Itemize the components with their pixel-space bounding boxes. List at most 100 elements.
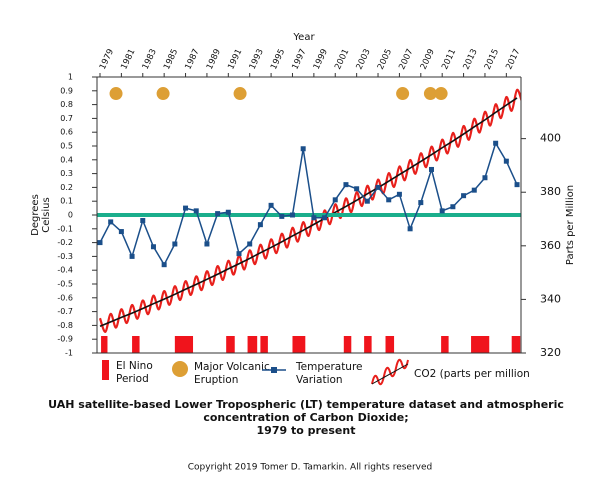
temperature-point xyxy=(439,208,445,214)
y-tick-label: 0.8 xyxy=(60,100,73,109)
temperature-point xyxy=(311,215,317,221)
el-nino-bar xyxy=(292,336,306,353)
chart-title: UAH satellite-based Lower Tropospheric (… xyxy=(48,398,564,411)
volcano-marker xyxy=(423,87,437,101)
x-tick-label: 1987 xyxy=(183,47,201,71)
temperature-point xyxy=(108,219,114,225)
temperature-point xyxy=(332,197,338,203)
x-tick-label: 2015 xyxy=(483,47,501,71)
temperature-point xyxy=(225,209,231,215)
y2-tick-label: 360 xyxy=(540,239,561,252)
temperature-point xyxy=(493,140,499,146)
el-nino-bar xyxy=(226,336,235,353)
x-tick-label: 1983 xyxy=(141,47,159,71)
temperature-point xyxy=(150,244,156,250)
volcano-marker xyxy=(396,87,410,101)
legend-label: El Nino Period xyxy=(116,360,153,385)
y-tick-label: 0.7 xyxy=(60,114,73,123)
temperature-point xyxy=(204,241,210,247)
x-tick-label: 1989 xyxy=(205,47,223,71)
temperature-point xyxy=(236,251,242,257)
legend-label: Temperature Variation xyxy=(295,361,363,386)
temperature-point xyxy=(364,198,370,204)
el-nino-bar xyxy=(385,336,395,353)
temperature-point xyxy=(428,166,434,172)
x-tick-label: 1993 xyxy=(248,47,266,71)
y-tick-label: 0.2 xyxy=(60,183,73,192)
x-tick-label: 2003 xyxy=(355,47,373,71)
temperature-point xyxy=(247,241,253,247)
y-tick-label: -0.8 xyxy=(57,321,73,330)
x-tick-label: 2011 xyxy=(440,47,458,71)
y2-axis-title: Parts per Million xyxy=(565,185,576,265)
temperature-point xyxy=(193,208,199,214)
temperature-point xyxy=(97,240,103,246)
temperature-point xyxy=(161,262,167,268)
temperature-line xyxy=(99,141,518,267)
el-nino-bar xyxy=(174,336,194,353)
temperature-point xyxy=(289,212,295,218)
y-tick-label: -0.1 xyxy=(57,224,73,233)
legend-swatch xyxy=(371,358,409,386)
legend-swatch xyxy=(371,363,409,385)
x-tick-label: 2013 xyxy=(461,47,479,71)
x-tick-label: 1981 xyxy=(119,47,137,71)
y-tick-label: -0.7 xyxy=(57,307,73,316)
legend-swatch xyxy=(102,360,109,380)
temperature-point xyxy=(172,241,178,247)
temperature-point xyxy=(461,193,467,199)
legend-swatch xyxy=(172,361,188,377)
temperature-point xyxy=(503,158,509,164)
y2-tick-label: 400 xyxy=(540,132,561,145)
temperature-point xyxy=(386,197,392,203)
el-nino-bar xyxy=(441,336,449,353)
x-tick-label: 2007 xyxy=(397,47,415,71)
temperature-point xyxy=(343,182,349,188)
x-tick-label: 1995 xyxy=(269,47,287,71)
x-axis-title: Year xyxy=(292,32,315,43)
temperature-point xyxy=(354,186,360,192)
y-tick-label: 0.5 xyxy=(60,142,73,151)
x-tick-label: 2009 xyxy=(419,47,437,71)
chart-title: 1979 to present xyxy=(257,424,356,437)
y-tick-label: 0.6 xyxy=(60,128,73,137)
y-tick-label: 0 xyxy=(68,211,73,220)
x-tick-label: 1979 xyxy=(98,47,116,71)
y-tick-label: 0.3 xyxy=(60,169,73,178)
temperature-point xyxy=(471,187,477,193)
volcano-marker xyxy=(156,87,170,101)
co2-trend-line xyxy=(99,97,518,327)
x-tick-label: 1997 xyxy=(290,47,308,71)
temperature-point xyxy=(279,213,285,219)
el-nino-bar xyxy=(343,336,352,353)
y-tick-label: 0.1 xyxy=(60,197,73,206)
y-tick-label: 1 xyxy=(68,73,73,82)
y2-tick-label: 380 xyxy=(540,185,561,198)
chart-title: concentration of Carbon Dioxide; xyxy=(203,411,408,424)
temperature-point xyxy=(118,229,124,235)
temperature-point xyxy=(215,211,221,217)
volcano-marker xyxy=(109,87,123,101)
legend-label: Major Volcanic Eruption xyxy=(194,361,270,386)
volcano-marker xyxy=(434,87,448,101)
y-tick-label: -0.5 xyxy=(57,280,73,289)
temperature-point xyxy=(300,146,306,152)
x-tick-label: 1999 xyxy=(312,47,330,71)
temperature-point xyxy=(375,184,381,190)
temperature-point xyxy=(268,202,274,208)
temperature-point xyxy=(183,205,189,211)
y-tick-label: -0.3 xyxy=(57,252,73,261)
temperature-point xyxy=(418,200,424,206)
el-nino-bar xyxy=(471,336,490,353)
y-tick-label: -0.6 xyxy=(57,293,73,302)
temperature-point xyxy=(140,218,146,224)
legend-label: CO2 (parts per million xyxy=(414,368,530,380)
x-tick-label: 2005 xyxy=(376,47,394,71)
y-tick-label: -0.4 xyxy=(57,266,73,275)
y-tick-label: 0.9 xyxy=(60,86,73,95)
temperature-point xyxy=(322,215,328,221)
temperature-point xyxy=(257,222,263,228)
temperature-point xyxy=(450,204,456,210)
el-nino-bar xyxy=(511,336,521,353)
